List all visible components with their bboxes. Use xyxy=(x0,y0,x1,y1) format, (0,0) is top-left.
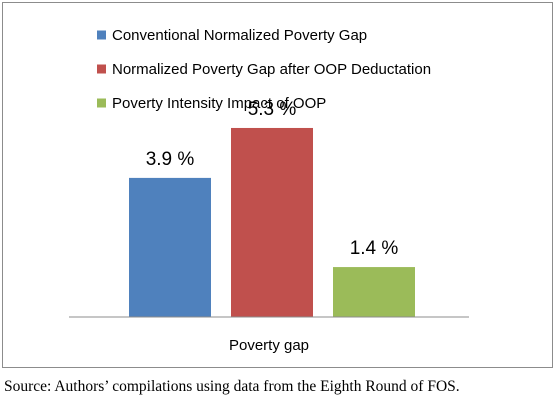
category-labels: Poverty gap xyxy=(229,337,309,354)
legend-label-3: Poverty Intensity Impact of OOP xyxy=(112,95,326,112)
bar-chart: Conventional Normalized Poverty Gap Norma… xyxy=(69,27,469,354)
legend-swatch-2 xyxy=(97,64,106,74)
chart-frame: Conventional Normalized Poverty Gap Norma… xyxy=(2,2,553,368)
legend-label-2: Normalized Poverty Gap after OOP Deducta… xyxy=(112,61,431,78)
data-labels: 3.9 % 5.3 % 1.4 % xyxy=(146,99,399,259)
legend: Conventional Normalized Poverty Gap Norma… xyxy=(97,27,431,112)
legend-swatch-3 xyxy=(97,98,106,108)
bar-3 xyxy=(333,267,415,317)
data-label-2: 5.3 % xyxy=(248,99,297,120)
category-label-1: Poverty gap xyxy=(229,337,309,354)
bar-2 xyxy=(231,127,313,317)
data-label-3: 1.4 % xyxy=(350,238,399,259)
data-label-1: 3.9 % xyxy=(146,149,195,170)
source-note: Source: Authors’ compilations using data… xyxy=(4,378,460,395)
bars xyxy=(129,127,415,317)
legend-label-1: Conventional Normalized Poverty Gap xyxy=(112,27,367,44)
legend-swatch-1 xyxy=(97,30,106,40)
bar-1 xyxy=(129,177,211,317)
